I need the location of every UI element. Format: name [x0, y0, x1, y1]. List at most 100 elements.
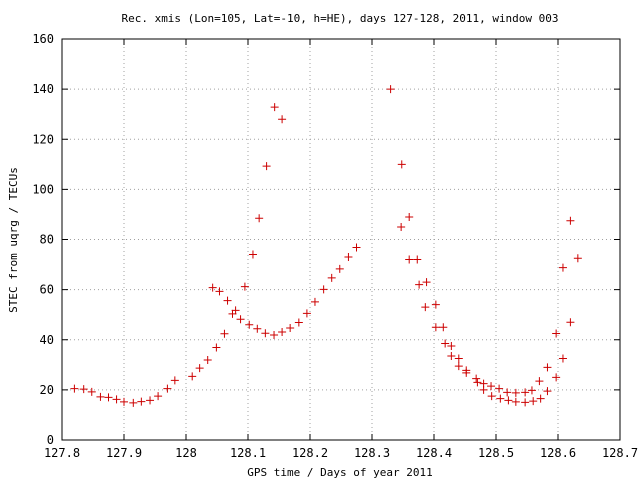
data-point-marker	[473, 378, 482, 387]
data-point-marker	[535, 377, 544, 386]
data-point-marker	[120, 397, 128, 406]
data-point-marker	[203, 356, 212, 365]
data-point-marker	[70, 384, 79, 393]
data-point-marker	[220, 329, 229, 338]
data-point-marker	[503, 388, 512, 397]
x-tick-label: 128.2	[292, 446, 328, 460]
data-point-marker	[487, 382, 496, 391]
data-point-marker	[487, 392, 496, 401]
data-point-marker	[552, 373, 561, 382]
data-point-marker	[212, 343, 221, 352]
data-point-marker	[504, 396, 513, 405]
x-tick-label: 128.5	[478, 446, 514, 460]
data-point-marker	[413, 255, 422, 264]
data-point-marker	[255, 214, 264, 223]
data-point-marker	[223, 296, 232, 305]
data-point-marker	[248, 250, 257, 259]
data-point-marker	[79, 385, 88, 394]
data-point-marker	[112, 395, 121, 404]
data-point-marker	[527, 386, 536, 395]
data-point-marker	[104, 393, 113, 402]
y-tick-label: 60	[40, 283, 54, 297]
data-point-marker	[558, 263, 567, 272]
data-point-marker	[319, 285, 328, 294]
data-point-marker	[270, 330, 279, 339]
data-point-marker	[270, 103, 279, 112]
data-point-marker	[495, 384, 504, 393]
data-point-marker	[415, 280, 424, 289]
x-axis-label: GPS time / Days of year 2011	[247, 466, 432, 479]
y-tick-label: 140	[32, 82, 54, 96]
x-tick-label: 128.6	[540, 446, 576, 460]
data-point-marker	[87, 387, 96, 396]
x-tick-label: 128.3	[354, 446, 390, 460]
data-point-marker	[278, 327, 287, 336]
data-point-marker	[431, 300, 440, 309]
data-point-marker	[511, 397, 520, 406]
data-point-marker	[245, 320, 254, 329]
data-point-marker	[215, 287, 224, 296]
data-point-marker	[137, 397, 146, 406]
data-point-marker	[310, 297, 319, 306]
data-point-marker	[96, 392, 105, 401]
x-tick-label: 128	[175, 446, 197, 460]
data-point-marker	[302, 309, 311, 318]
data-point-marker	[496, 394, 505, 403]
data-point-marker	[286, 323, 295, 332]
data-point-marker	[454, 362, 463, 371]
y-tick-label: 120	[32, 132, 54, 146]
data-point-marker	[479, 385, 488, 394]
data-point-marker	[552, 329, 561, 338]
chart-title: Rec. xmis (Lon=105, Lat=-10, h=HE), days…	[121, 12, 558, 25]
data-point-marker	[529, 397, 538, 406]
data-point-marker	[262, 162, 271, 171]
data-point-marker	[188, 372, 197, 381]
y-tick-label: 100	[32, 182, 54, 196]
x-tick-label: 128.1	[230, 446, 266, 460]
x-tick-label: 128.7	[602, 446, 638, 460]
plot-area-frame	[61, 38, 621, 441]
data-point-marker	[454, 354, 463, 363]
data-point-marker	[335, 264, 344, 273]
data-point-marker	[170, 376, 179, 385]
grid-lines	[62, 39, 620, 440]
data-point-marker	[386, 85, 395, 94]
data-point-marker	[536, 394, 545, 403]
data-point-marker	[208, 283, 217, 292]
data-point-marker	[566, 318, 575, 327]
data-point-marker	[294, 318, 303, 327]
x-tick-label: 128.4	[416, 446, 452, 460]
data-point-marker	[352, 243, 361, 252]
y-axis-label: STEC from uqrg / TECUs	[7, 167, 20, 313]
data-point-marker	[129, 398, 138, 407]
data-point-marker	[431, 323, 440, 332]
data-point-marker	[327, 273, 336, 282]
data-points	[70, 85, 582, 407]
data-point-marker	[253, 324, 262, 333]
y-tick-label: 40	[40, 333, 54, 347]
y-tick-label: 160	[32, 32, 54, 46]
data-point-marker	[405, 212, 414, 221]
axis-ticks	[61, 38, 621, 441]
y-tick-label: 20	[40, 383, 54, 397]
data-point-marker	[441, 339, 450, 348]
y-tick-label: 0	[47, 433, 54, 447]
data-point-marker	[573, 254, 582, 263]
data-point-marker	[421, 303, 430, 312]
data-point-marker	[447, 352, 456, 361]
data-point-marker	[236, 315, 245, 324]
x-tick-label: 127.8	[44, 446, 80, 460]
data-point-marker	[261, 329, 270, 338]
data-point-marker	[558, 354, 567, 363]
data-point-marker	[195, 364, 204, 373]
data-point-marker	[397, 160, 406, 169]
data-point-marker	[405, 255, 414, 264]
data-point-marker	[397, 222, 406, 231]
y-tick-label: 80	[40, 233, 54, 247]
data-point-marker	[543, 363, 552, 372]
data-point-marker	[154, 392, 163, 401]
data-point-marker	[231, 306, 240, 315]
data-point-marker	[521, 398, 530, 407]
data-point-marker	[422, 278, 431, 287]
